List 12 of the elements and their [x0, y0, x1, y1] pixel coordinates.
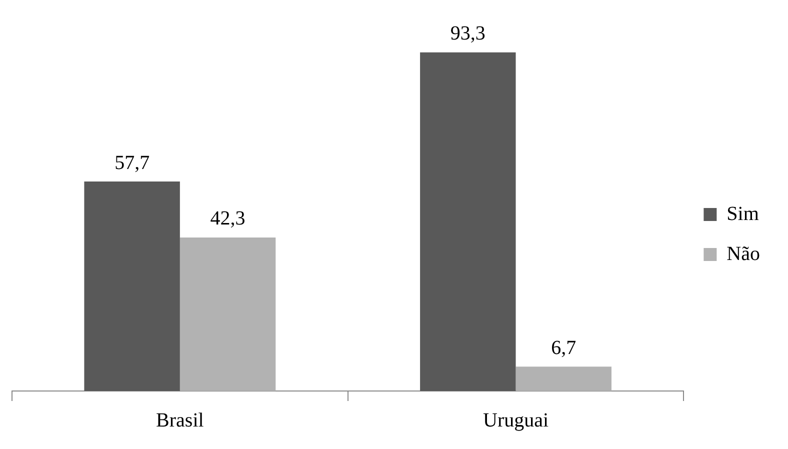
data-label: 42,3	[210, 208, 246, 230]
data-label: 6,7	[551, 336, 576, 359]
x-tick-label: Uruguai	[482, 409, 549, 432]
bar	[180, 237, 276, 391]
legend-label: Não	[726, 242, 760, 265]
data-label: 93,3	[450, 22, 486, 45]
bar	[420, 52, 516, 391]
bar	[84, 182, 180, 391]
data-label: 57,7	[114, 152, 150, 174]
x-tick-label: Brasil	[156, 409, 204, 432]
bar	[516, 366, 612, 391]
legend-label: Sim	[726, 202, 760, 225]
